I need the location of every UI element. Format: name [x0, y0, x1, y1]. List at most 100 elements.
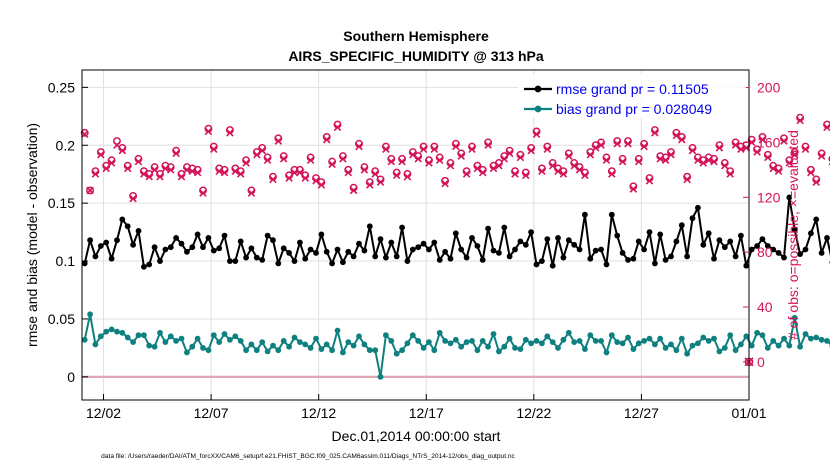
obs-evaluated-point [242, 159, 250, 167]
obs-evaluated-stroke [215, 167, 223, 175]
obs-evaluated-point [796, 116, 804, 125]
obs-evaluated-stroke [339, 155, 347, 163]
obs-evaluated-stroke [188, 167, 197, 175]
bias-point [469, 338, 475, 344]
obs-evaluated-point [710, 157, 718, 166]
obs-evaluated-point [489, 164, 498, 173]
plot-frame [81, 69, 750, 401]
obs-evaluated-stroke [801, 145, 810, 154]
bias-point [350, 342, 357, 349]
rmse-point [517, 238, 524, 245]
rmse-point [87, 237, 93, 244]
obs-evaluated-stroke [764, 153, 772, 162]
bias-point [662, 345, 669, 351]
rmse-point [560, 254, 567, 261]
bias-point [297, 339, 303, 345]
bias-point [340, 349, 346, 356]
bias-point [764, 345, 771, 351]
obs-evaluated-stroke [742, 144, 751, 152]
bias-point [711, 335, 717, 342]
x-tick-label: 12/07 [194, 405, 229, 421]
obs-evaluated-point [360, 166, 369, 174]
left-axis-ticks: 0 0.05 0.1 0.15 0.2 0.25 [48, 79, 88, 385]
obs-evaluated-point [446, 161, 455, 170]
obs-evaluated-stroke [322, 135, 331, 144]
bias-point [506, 335, 513, 342]
obs-evaluated-point [591, 144, 600, 152]
rmse-point [221, 232, 228, 239]
obs-evaluated-point [322, 135, 331, 144]
obs-evaluated-point [667, 150, 675, 159]
rmse-point [184, 248, 190, 255]
obs-evaluated-point [538, 167, 546, 175]
obs-evaluated-stroke [161, 164, 170, 173]
obs-evaluated-stroke [220, 168, 229, 177]
obs-evaluated-point [586, 150, 595, 159]
obs-evaluated-point [441, 179, 449, 188]
obs-evaluated-point [140, 170, 148, 178]
bias-point [565, 329, 572, 336]
obs-evaluated-point [473, 164, 482, 173]
rmse-point [452, 230, 459, 237]
obs-evaluated-stroke [231, 167, 240, 175]
legend-rmse-marker [534, 85, 542, 93]
obs-evaluated-point [210, 145, 218, 154]
obs-evaluated-stroke [538, 167, 546, 175]
x-axis-ticks: 12/02 12/07 12/12 12/17 12/22 12/27 01/01 [86, 394, 767, 421]
rmse-point [189, 244, 196, 251]
obs-evaluated-stroke [661, 156, 670, 165]
obs-evaluated-point [505, 149, 514, 158]
obs-evaluated-stroke [398, 157, 406, 166]
obs-evaluated-point [253, 150, 261, 159]
obs-evaluated-point [355, 142, 363, 151]
obs-evaluated-stroke [721, 161, 729, 170]
obs-evaluated-stroke [226, 129, 234, 137]
bias-point [275, 347, 282, 354]
obs-evaluated-point [704, 156, 713, 165]
rmse-point [619, 250, 626, 256]
bias-point [151, 343, 158, 350]
rmse-point [259, 257, 266, 263]
rmse-point [732, 253, 739, 260]
obs-evaluated-point [726, 170, 734, 178]
obs-evaluated-point [414, 155, 422, 163]
obs-evaluated-point [769, 164, 777, 173]
y-right-tick-label: 80 [757, 244, 773, 260]
obs-evaluated-point [366, 181, 374, 189]
legend-bias-marker [534, 105, 542, 113]
obs-evaluated-point [279, 155, 288, 163]
obs-evaluated-point [758, 135, 767, 144]
bias-point [689, 342, 696, 349]
rmse-point [173, 235, 180, 241]
obs-evaluated-point [527, 146, 535, 155]
rmse-point [684, 253, 690, 260]
obs-evaluated-stroke [812, 178, 821, 186]
bias-point [479, 338, 486, 344]
rmse-point [264, 232, 271, 239]
obs-evaluated-point [672, 131, 681, 140]
rmse-series [81, 194, 830, 270]
bias-point [452, 336, 459, 343]
bias-point [598, 338, 604, 344]
obs-evaluated-point [661, 156, 670, 165]
obs-evaluated-stroke [817, 152, 826, 160]
rmse-point [81, 260, 88, 267]
obs-evaluated-stroke [150, 166, 159, 174]
obs-evaluated-stroke [199, 189, 207, 197]
bias-point [415, 338, 422, 344]
obs-evaluated-point [597, 141, 605, 149]
rmse-point [431, 239, 438, 246]
rmse-point [479, 257, 486, 263]
bias-point [496, 348, 502, 355]
obs-evaluated-stroke [527, 146, 535, 155]
rmse-point [329, 260, 335, 267]
obs-evaluated-stroke [656, 155, 665, 163]
rmse-point [340, 259, 346, 266]
obs-evaluated-stroke [672, 131, 681, 140]
rmse-point [764, 243, 771, 249]
bias-point [92, 341, 99, 348]
rmse-point [539, 258, 545, 264]
obs-evaluated-point [742, 144, 751, 152]
obs-evaluated-stroke [376, 178, 385, 186]
rmse-point [721, 244, 728, 251]
